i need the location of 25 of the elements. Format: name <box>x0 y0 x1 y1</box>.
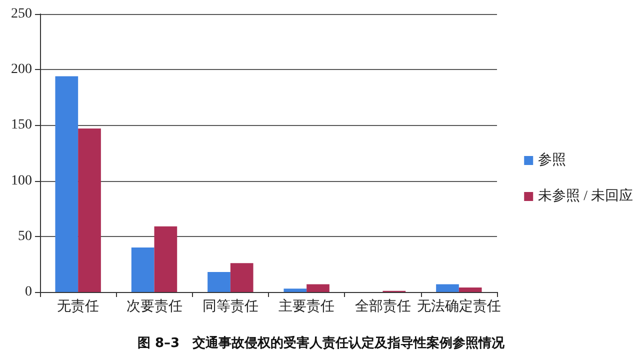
y-tick-label: 200 <box>11 62 32 78</box>
legend-label: 参照 <box>538 152 566 168</box>
bar <box>436 284 459 292</box>
x-tick-label: 无法确定责任 <box>416 298 501 314</box>
x-tick-label: 主要责任 <box>278 298 335 314</box>
y-tick-label: 50 <box>18 228 32 244</box>
bar <box>78 128 101 292</box>
y-tick-label: 250 <box>11 6 32 22</box>
bar <box>284 288 307 292</box>
bar <box>306 284 330 292</box>
x-tick-label: 无责任 <box>57 298 100 314</box>
bar <box>154 226 178 292</box>
bar <box>208 272 230 292</box>
text: 图 8–3 交通事故侵权的受害人责任认定及指导性案例参照情况 <box>137 335 506 351</box>
bar <box>230 263 254 292</box>
x-tick-label: 全部责任 <box>354 298 411 314</box>
y-tick-label: 150 <box>11 118 32 133</box>
y-tick-label: 0 <box>25 284 32 300</box>
bar <box>131 248 154 292</box>
bar <box>55 76 78 292</box>
legend-label: 未参照 / 未回应 <box>538 188 633 204</box>
x-tick-label: 同等责任 <box>202 298 258 314</box>
x-tick-label: 次要责任 <box>126 298 182 314</box>
bar <box>458 288 482 292</box>
y-tick-label: 100 <box>11 173 32 188</box>
